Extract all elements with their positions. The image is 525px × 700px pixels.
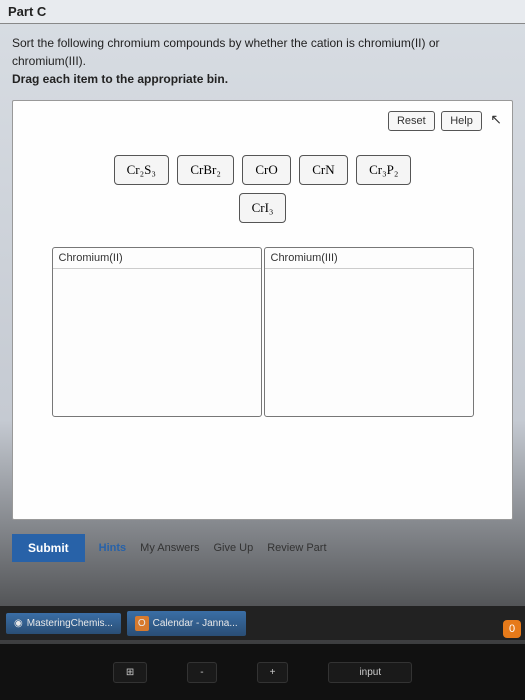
bin-label-iii: Chromium(III) [265, 248, 473, 269]
taskbar-app-mastering[interactable]: ◉ MasteringChemis... [6, 613, 121, 634]
action-bar: Submit Hints My Answers Give Up Review P… [12, 534, 513, 562]
help-button[interactable]: Help [441, 111, 482, 131]
compounds-tray: Cr₂S₃ CrBr₂ CrO CrN Cr₃P₂ CrI₃ [23, 151, 502, 227]
compound-cr3p2[interactable]: Cr₃P₂ [356, 155, 411, 185]
compound-cr2s3[interactable]: Cr₂S₃ [114, 155, 169, 185]
give-up-link[interactable]: Give Up [213, 542, 253, 554]
kb-input[interactable]: input [328, 662, 412, 683]
kb-minus[interactable]: - [187, 662, 216, 683]
bin-label-ii: Chromium(II) [53, 248, 261, 269]
my-answers-link[interactable]: My Answers [140, 542, 199, 554]
app-icon: ◉ [14, 618, 23, 629]
top-buttons: Reset Help ↖ [23, 111, 502, 131]
reset-button[interactable]: Reset [388, 111, 435, 131]
kb-plus[interactable]: + [257, 662, 289, 683]
instruction-line2: Drag each item to the appropriate bin. [12, 70, 513, 88]
submit-button[interactable]: Submit [12, 534, 85, 562]
on-screen-keyboard: ⊞ - + input [0, 644, 525, 700]
compound-cri3[interactable]: CrI₃ [239, 193, 287, 223]
taskbar: ◉ MasteringChemis... O Calendar - Janna.… [0, 606, 525, 640]
taskbar-app-calendar[interactable]: O Calendar - Janna... [127, 611, 246, 636]
bin-chromium-ii[interactable]: Chromium(II) [52, 247, 262, 417]
kb-windows[interactable]: ⊞ [113, 662, 147, 683]
notification-badge[interactable]: 0 [503, 620, 521, 638]
instruction-line1: Sort the following chromium compounds by… [12, 34, 513, 70]
cursor-icon: ↖ [490, 111, 502, 128]
calendar-icon: O [135, 616, 149, 631]
app-label: Calendar - Janna... [153, 618, 238, 629]
compound-cro[interactable]: CrO [242, 155, 290, 185]
compound-crn[interactable]: CrN [299, 155, 347, 185]
part-label: Part C [0, 0, 525, 24]
bins-container: Chromium(II) Chromium(III) [23, 247, 502, 417]
review-part-link[interactable]: Review Part [267, 542, 326, 554]
instructions: Sort the following chromium compounds by… [0, 24, 525, 94]
work-area: Reset Help ↖ Cr₂S₃ CrBr₂ CrO CrN Cr₃P₂ C… [12, 100, 513, 520]
app-label: MasteringChemis... [27, 618, 113, 629]
bin-chromium-iii[interactable]: Chromium(III) [264, 247, 474, 417]
compound-crbr2[interactable]: CrBr₂ [177, 155, 234, 185]
hints-link[interactable]: Hints [99, 542, 127, 554]
